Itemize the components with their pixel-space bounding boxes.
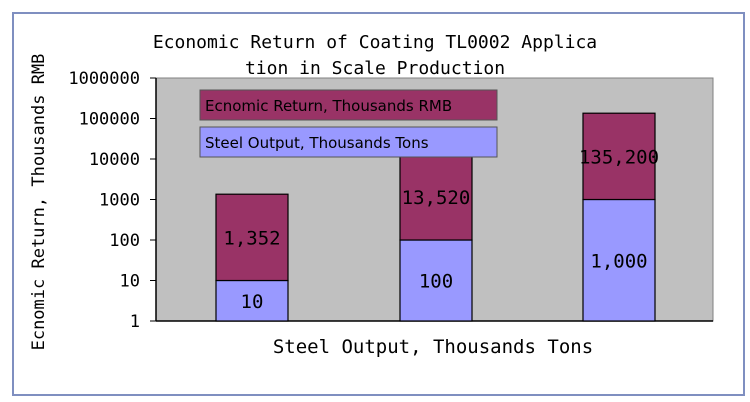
bar-economic-return: [215, 193, 289, 282]
y-tick-label: 100000: [79, 110, 140, 130]
bars: 10 1,352 100 13,520 1,000 135,200: [215, 112, 659, 322]
legend-item-output-box: [199, 126, 498, 158]
data-label-economic-return: 1,352: [223, 227, 280, 249]
y-tick-label: 100: [109, 231, 140, 251]
data-label-steel-output: 10: [241, 291, 264, 313]
bar-economic-return: [582, 112, 656, 201]
y-tick-label: 1000: [99, 191, 140, 211]
chart-title-line2: tion in Scale Production: [245, 58, 505, 79]
chart-title-line1: Economic Return of Coating TL0002 Applic…: [153, 32, 597, 53]
y-tick-label: 1: [130, 312, 140, 332]
legend: Ecnomic Return, Thousands RMB Steel Outp…: [199, 89, 498, 158]
y-ticks: 1 10 100 1000 10000 100000 1000000: [68, 69, 156, 332]
data-label-economic-return: 135,200: [579, 146, 659, 168]
y-tick-label: 10: [120, 272, 140, 292]
legend-item-output-label: Steel Output, Thousands Tons: [205, 134, 429, 152]
data-label-steel-output: 100: [419, 271, 453, 293]
legend-item-return-label: Ecnomic Return, Thousands RMB: [205, 97, 452, 115]
bar-steel-output: [582, 198, 656, 322]
y-tick-label: 1000000: [68, 69, 140, 89]
data-label-steel-output: 1,000: [590, 250, 647, 272]
legend-item-return-box: [199, 89, 498, 121]
data-label-economic-return: 13,520: [402, 187, 471, 209]
y-tick-label: 10000: [89, 150, 140, 170]
x-axis-label: Steel Output, Thousands Tons: [273, 336, 593, 358]
y-axis-label: Ecnomic Return, Thousands RMB: [29, 54, 49, 351]
